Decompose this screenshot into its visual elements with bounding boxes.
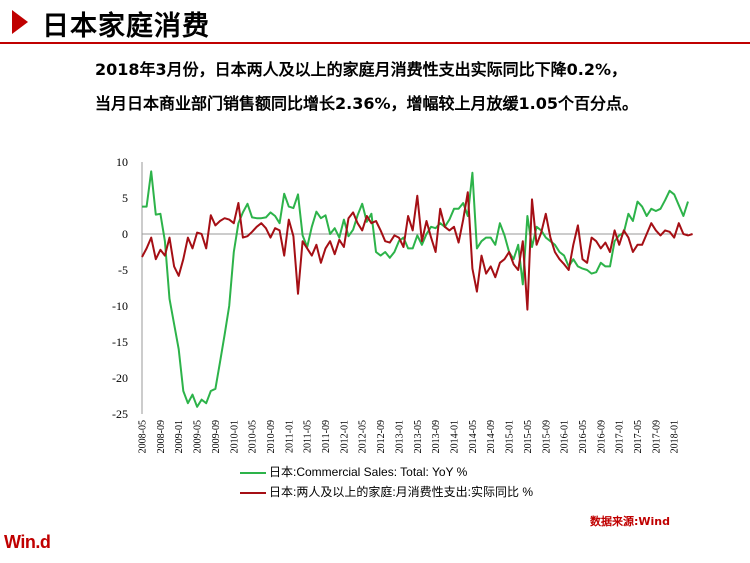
- x-tick-label: 2009-01: [174, 420, 185, 453]
- legend-item-commercial-sales: 日本:Commercial Sales: Total: YoY %: [240, 463, 467, 480]
- x-tick-label: 2010-05: [248, 420, 259, 453]
- y-tick-label: -5: [118, 263, 128, 277]
- x-tick-label: 2012-05: [358, 420, 369, 453]
- x-tick-label: 2014-05: [468, 420, 479, 453]
- x-tick-label: 2013-09: [431, 420, 442, 453]
- x-tick-label: 2011-01: [284, 420, 295, 453]
- x-tick-label: 2009-09: [211, 420, 222, 453]
- legend-swatch-red: [240, 491, 266, 494]
- y-tick-label: -20: [112, 371, 128, 385]
- x-tick-label: 2010-01: [229, 420, 240, 453]
- x-tick-label: 2017-01: [615, 420, 626, 453]
- x-tick-label: 2015-05: [523, 420, 534, 453]
- legend-label-household-spending: 日本:两人及以上的家庭:月消费性支出:实际同比 %: [269, 485, 534, 499]
- legend-item-household-spending: 日本:两人及以上的家庭:月消费性支出:实际同比 %: [240, 483, 533, 500]
- x-tick-label: 2017-09: [651, 420, 662, 453]
- y-tick-label: 10: [116, 155, 128, 169]
- line-chart: 10 5 0 -5 -10 -15 -20 -25 2008-05 2008-09 2009-01 2…: [112, 155, 693, 453]
- x-tick-label: 2015-09: [541, 420, 552, 453]
- summary-line-2: 当月日本商业部门销售额同比增长2.36%，增幅较上月放缓1.05个百分点。: [95, 94, 638, 113]
- legend-label-commercial-sales: 日本:Commercial Sales: Total: YoY %: [269, 465, 468, 479]
- x-tick-label: 2014-09: [486, 420, 497, 453]
- data-source: 数据来源:Wind: [589, 515, 670, 528]
- title-bar: 日本家庭消费: [0, 0, 750, 44]
- x-tick-label: 2011-05: [303, 420, 314, 453]
- x-tick-label: 2012-01: [339, 420, 350, 453]
- x-tick-label: 2018-01: [670, 420, 681, 453]
- x-tick-label: 2015-01: [505, 420, 516, 453]
- x-tick-label: 2009-05: [193, 420, 204, 453]
- page-title: 日本家庭消费: [42, 11, 210, 42]
- y-tick-label: -15: [112, 335, 128, 349]
- x-tick-label: 2008-09: [156, 420, 167, 453]
- y-tick-label: 5: [122, 191, 128, 205]
- y-tick-label: -25: [112, 407, 128, 421]
- x-tick-label: 2016-09: [596, 420, 607, 453]
- wind-logo: Win.d: [4, 532, 51, 552]
- x-tick-label: 2016-01: [560, 420, 571, 453]
- x-tick-label: 2012-09: [376, 420, 387, 453]
- series-line-household-spending: [141, 191, 693, 311]
- y-tick-label: -10: [112, 299, 128, 313]
- title-arrow-icon: [12, 10, 28, 34]
- x-tick-label: 2013-05: [413, 420, 424, 453]
- x-tick-label: 2010-09: [266, 420, 277, 453]
- x-tick-label: 2008-05: [138, 420, 149, 453]
- series-line-commercial-sales: [142, 170, 689, 408]
- x-tick-label: 2016-05: [578, 420, 589, 453]
- legend-swatch-green: [240, 471, 266, 474]
- summary-line-1: 2018年3月份，日本两人及以上的家庭月消费性支出实际同比下降0.2%，: [95, 60, 628, 79]
- x-tick-label: 2013-01: [394, 420, 405, 453]
- x-tick-label: 2011-09: [321, 420, 332, 453]
- y-tick-label: 0: [122, 227, 128, 241]
- x-tick-label: 2017-05: [633, 420, 644, 453]
- x-tick-label: 2014-01: [450, 420, 461, 453]
- title-divider: [0, 42, 750, 44]
